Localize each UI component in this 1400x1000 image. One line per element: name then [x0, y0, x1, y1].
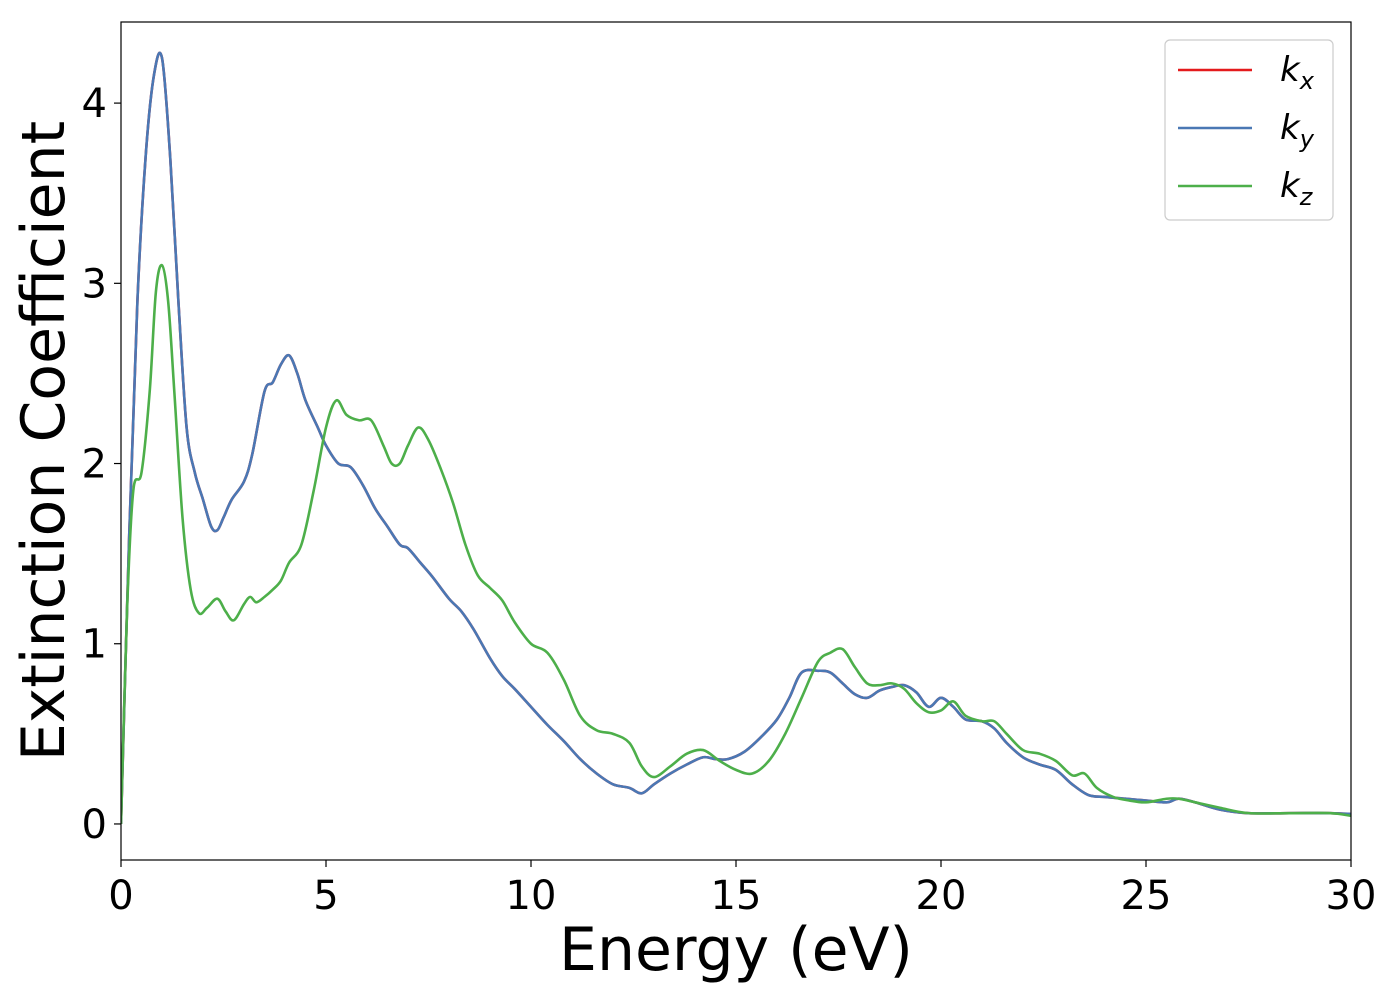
y-tick-label: 0	[82, 802, 107, 848]
legend-label-kz: kz	[1280, 166, 1314, 211]
y-tick-label: 4	[82, 81, 107, 127]
y-tick-label: 2	[82, 442, 107, 488]
x-axis: 0 5 10 15 20 25 30	[108, 860, 1376, 919]
x-tick-label: 10	[506, 873, 557, 919]
y-axis: 0 1 2 3 4	[82, 81, 121, 848]
x-tick-label: 15	[711, 873, 762, 919]
series-line-kz	[121, 263, 1351, 824]
plot-area	[121, 51, 1351, 824]
legend: kx ky kz	[1164, 39, 1334, 221]
legend-box	[1164, 39, 1334, 221]
x-tick-label: 5	[313, 873, 338, 919]
y-axis-title: Extinction Coefficient	[9, 121, 79, 761]
y-tick-label: 1	[82, 622, 107, 668]
x-tick-label: 30	[1326, 873, 1377, 919]
y-tick-label: 3	[82, 261, 107, 307]
series-line-ky	[121, 51, 1351, 824]
legend-label-ky: ky	[1280, 108, 1315, 153]
x-tick-label: 0	[108, 873, 133, 919]
legend-label-kx: kx	[1280, 50, 1315, 95]
x-tick-label: 25	[1121, 873, 1172, 919]
x-axis-title: Energy (eV)	[559, 915, 913, 985]
x-tick-label: 20	[916, 873, 967, 919]
